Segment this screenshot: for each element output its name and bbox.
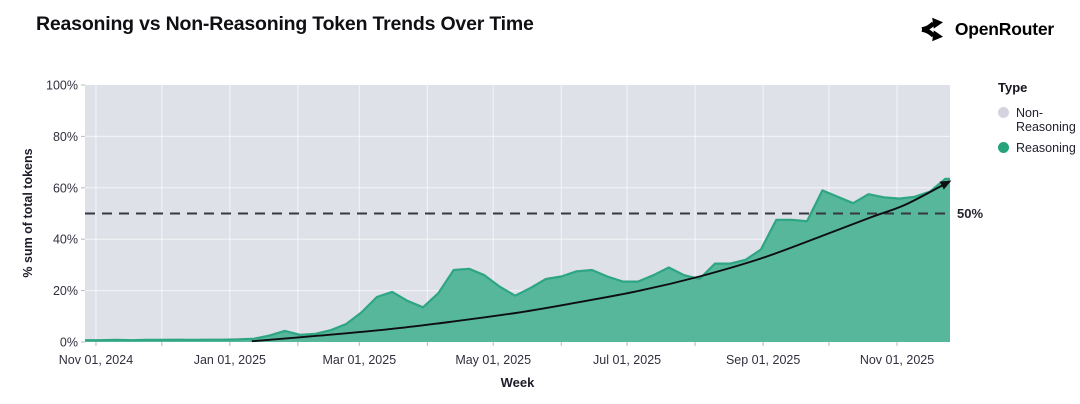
svg-text:60%: 60%	[53, 181, 78, 195]
svg-text:Nov 01, 2024: Nov 01, 2024	[59, 353, 133, 367]
axis-ticks	[81, 84, 898, 346]
ref-line-label: 50%	[957, 206, 984, 221]
openrouter-icon	[921, 17, 943, 42]
y-axis-title: % sum of total tokens	[21, 148, 35, 278]
svg-text:Jul 01, 2025: Jul 01, 2025	[593, 353, 661, 367]
svg-text:Jan 01, 2025: Jan 01, 2025	[194, 353, 266, 367]
legend-swatch	[998, 107, 1009, 118]
legend-title: Type	[998, 80, 1028, 95]
x-axis-title: Week	[500, 375, 535, 390]
svg-text:May 01, 2025: May 01, 2025	[455, 353, 531, 367]
legend-label: Non-Reasoning	[1016, 106, 1076, 134]
legend-item-non-reasoning[interactable]: Non-Reasoning	[998, 106, 1078, 134]
openrouter-logo: OpenRouter	[920, 16, 1054, 43]
reasoning-area-outline	[85, 177, 950, 342]
legend-item-reasoning[interactable]: Reasoning	[998, 141, 1078, 155]
legend-label: Reasoning	[1016, 141, 1076, 155]
svg-text:Sep 01, 2025: Sep 01, 2025	[726, 353, 800, 367]
brand-name: OpenRouter	[954, 19, 1054, 39]
svg-text:20%: 20%	[53, 284, 78, 298]
legend-items: Non-Reasoning Reasoning	[998, 106, 1078, 155]
svg-text:0%: 0%	[60, 336, 78, 350]
svg-text:Mar 01, 2025: Mar 01, 2025	[322, 353, 396, 367]
axis-labels: 0% 20% 40% 60% 80% 100% Nov 01, 2024 Jan 01, 20…	[46, 79, 934, 368]
legend: Type Non-Reasoning Reasoning	[998, 80, 1078, 162]
trend-arrowhead	[939, 180, 952, 190]
svg-text:100%: 100%	[46, 79, 78, 93]
reasoning-area	[85, 178, 950, 342]
svg-text:80%: 80%	[53, 130, 78, 144]
legend-swatch	[998, 142, 1009, 153]
trend-line	[251, 180, 951, 343]
svg-text:40%: 40%	[53, 233, 78, 247]
svg-text:Nov 01, 2025: Nov 01, 2025	[860, 353, 934, 367]
page-title: Reasoning vs Non-Reasoning Token Trends …	[36, 13, 534, 35]
